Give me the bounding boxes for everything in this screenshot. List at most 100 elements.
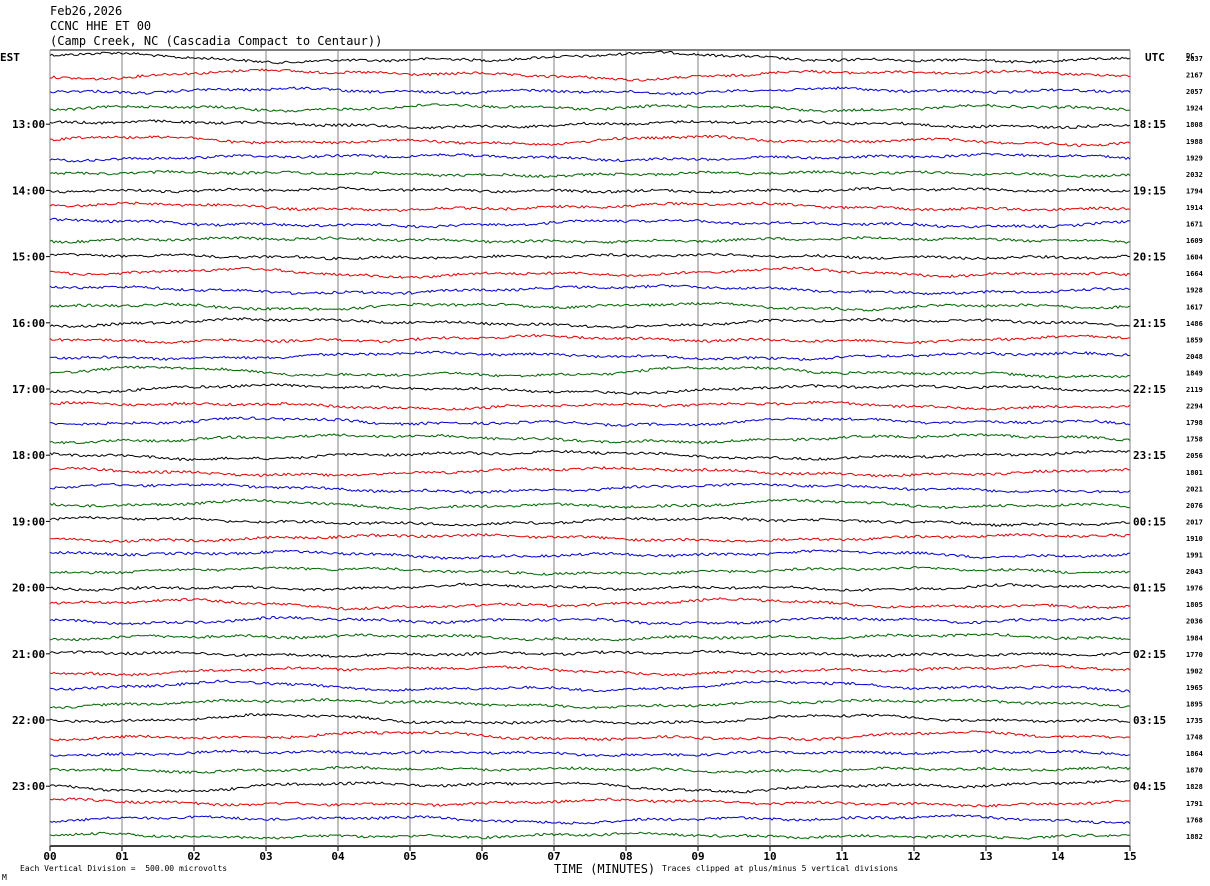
dc-offset-label: 1895	[1186, 700, 1203, 708]
seismic-trace	[49, 152, 1131, 163]
utc-hour-label: 01:15	[1133, 582, 1166, 595]
dc-offset-label: 1798	[1186, 419, 1203, 427]
dc-offset-label: 1991	[1186, 552, 1203, 560]
dc-offset-label: 2032	[1186, 171, 1203, 179]
seismic-trace	[49, 266, 1131, 279]
dc-offset-label: 1791	[1186, 800, 1203, 808]
seismic-trace	[49, 515, 1131, 528]
dc-offset-label: 1604	[1186, 254, 1203, 262]
seismic-trace	[50, 532, 1131, 543]
dc-offset-label: 1965	[1186, 684, 1203, 692]
dc-offset-label: 1928	[1186, 287, 1203, 295]
corner-mark: M	[2, 873, 7, 882]
dc-offset-label: 1914	[1186, 204, 1203, 212]
seismic-trace	[49, 119, 1131, 130]
dc-offset-label: 2294	[1186, 403, 1203, 411]
dc-offset-label: 1870	[1186, 767, 1203, 775]
dc-offset-label: 1984	[1186, 634, 1203, 642]
x-tick-label: 03	[259, 850, 272, 863]
seismic-trace	[49, 649, 1131, 658]
seismic-trace	[49, 498, 1130, 511]
seismic-trace	[49, 284, 1131, 296]
x-tick-label: 13	[979, 850, 992, 863]
x-tick-label: 05	[403, 850, 416, 863]
seismic-trace	[49, 831, 1131, 840]
seismic-trace	[49, 697, 1131, 710]
utc-hour-label: 18:15	[1133, 118, 1166, 131]
seismic-trace	[49, 236, 1131, 244]
dc-offset-label: 1864	[1186, 750, 1203, 758]
dc-offset-label: 2048	[1186, 353, 1203, 361]
dc-offset-label: 1859	[1186, 336, 1203, 344]
dc-offset-label: 1929	[1186, 154, 1203, 162]
station-code: CCNC HHE ET 00	[50, 19, 152, 33]
seismic-trace	[49, 217, 1131, 229]
seismic-trace	[49, 730, 1131, 742]
utc-hour-label: 19:15	[1133, 184, 1166, 197]
x-axis-title: TIME (MINUTES)	[554, 862, 656, 876]
dc-offset-label: 1808	[1186, 121, 1203, 129]
dc-offset-label: 2119	[1186, 386, 1203, 394]
x-tick-label: 09	[691, 850, 704, 863]
seismic-trace	[49, 186, 1131, 194]
x-tick-label: 04	[331, 850, 345, 863]
dc-offset-label: 1770	[1186, 651, 1203, 659]
utc-hour-label: 21:15	[1133, 317, 1166, 330]
est-hour-label: 14:00	[12, 184, 45, 197]
dc-offset-label: 1828	[1186, 783, 1203, 791]
left-axis-label: EST	[0, 51, 20, 64]
dc-offset-label: 1910	[1186, 535, 1203, 543]
est-hour-label: 13:00	[12, 118, 45, 131]
seismic-trace	[49, 712, 1131, 725]
seismic-trace	[49, 68, 1131, 82]
seismic-trace	[49, 400, 1131, 411]
dc-offset-label: 1988	[1186, 138, 1203, 146]
dc-offset-label: 2167	[1186, 72, 1203, 80]
seismic-trace	[49, 615, 1131, 626]
seismic-trace	[49, 169, 1131, 179]
seismic-trace	[49, 482, 1131, 494]
seismic-trace	[49, 664, 1131, 677]
station-location: (Camp Creek, NC (Cascadia Compact to Cen…	[50, 34, 383, 48]
dc-offset-label: 2057	[1186, 88, 1203, 96]
seismic-trace	[49, 814, 1131, 825]
dc-offset-label: 1735	[1186, 717, 1203, 725]
dc-offset-label: 1671	[1186, 221, 1203, 229]
x-tick-label: 01	[115, 850, 129, 863]
seismic-trace	[49, 333, 1131, 345]
seismic-trace	[49, 582, 1131, 592]
utc-hour-label: 22:15	[1133, 383, 1166, 396]
x-tick-label: 00	[43, 850, 56, 863]
dc-offset-label: 1902	[1186, 667, 1203, 675]
utc-hour-label: 00:15	[1133, 515, 1166, 528]
dc-offset-label: 1882	[1186, 833, 1203, 841]
right-axis-label: UTC	[1145, 51, 1165, 64]
est-hour-label: 15:00	[12, 251, 45, 264]
dc-offset-label: 1794	[1186, 187, 1203, 195]
seismic-trace	[49, 632, 1131, 642]
x-tick-label: 07	[547, 850, 560, 863]
seismic-trace	[49, 466, 1131, 478]
dc-offset-label: 1617	[1186, 303, 1203, 311]
seismic-trace	[49, 779, 1131, 794]
dc-offset-label: 1609	[1186, 237, 1203, 245]
seismic-trace	[49, 350, 1131, 361]
seismic-trace	[49, 566, 1131, 576]
dc-offset-label: 1924	[1186, 105, 1203, 113]
dc-label: DC	[1186, 52, 1194, 60]
seismic-trace	[50, 134, 1131, 148]
seismic-trace	[49, 86, 1131, 96]
est-hour-label: 22:00	[12, 714, 45, 727]
seismic-trace	[49, 50, 1131, 65]
dc-offset-label: 1849	[1186, 369, 1203, 377]
utc-hour-label: 03:15	[1133, 714, 1166, 727]
seismic-trace	[49, 317, 1131, 329]
seismic-trace	[49, 252, 1131, 261]
dc-offset-label: 1486	[1186, 320, 1203, 328]
dc-offset-label: 1805	[1186, 601, 1203, 609]
dc-offset-label: 2056	[1186, 452, 1203, 460]
utc-hour-label: 02:15	[1133, 648, 1166, 661]
seismic-trace	[49, 597, 1131, 611]
seismic-trace	[49, 679, 1131, 693]
